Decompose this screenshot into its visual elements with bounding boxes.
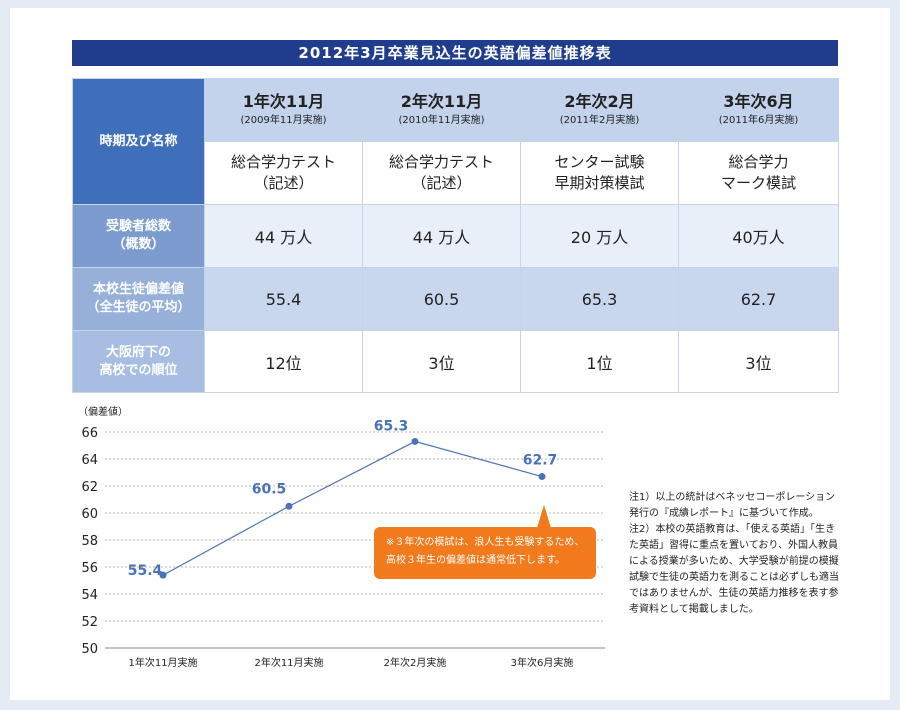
table-cell: 44 万人 — [204, 204, 363, 268]
x-tick-label: 2年次11月実施 — [254, 656, 323, 669]
y-tick-label: 60 — [81, 507, 98, 522]
column-header: 3年次6月 (2011年6月実施) — [678, 78, 839, 142]
series-line — [162, 440, 543, 576]
row-header-line: （概数） — [112, 237, 165, 252]
row-header-line: 本校生徒偏差値 — [92, 282, 184, 297]
table-cell: 44 万人 — [362, 204, 521, 268]
y-axis-label: （偏差値） — [78, 405, 128, 418]
exam-name: 総合学力テスト （記述） — [362, 141, 521, 205]
table-cell: 12位 — [204, 330, 363, 393]
row-header-line: 受験者総数 — [105, 219, 171, 234]
column-header: 1年次11月 (2009年11月実施) — [204, 78, 363, 142]
data-label: 60.5 — [252, 481, 287, 497]
callout-line: 高校３年生の偏差値は通常低下します。 — [386, 555, 565, 566]
table-cell: 3位 — [678, 330, 839, 393]
period-date: (2011年2月実施) — [559, 115, 640, 126]
footnote-2: 注2）本校の英語教育は、「使える英語」「生きた英語」習得に重点を置いており、外国… — [629, 524, 839, 615]
row-header-line: 大阪府下の — [105, 344, 171, 360]
table-cell: 3位 — [362, 330, 521, 393]
x-tick-label: 1年次11月実施 — [128, 656, 197, 669]
period-date: (2009年11月実施) — [240, 115, 327, 126]
x-tick-label: 3年次6月実施 — [511, 656, 574, 669]
data-point — [538, 473, 546, 481]
period-date: (2010年11月実施) — [398, 115, 485, 126]
data-label: 55.4 — [128, 563, 163, 579]
data-point — [159, 571, 167, 579]
y-tick-label: 50 — [81, 642, 98, 657]
y-tick-label: 52 — [81, 615, 98, 630]
y-tick-label: 54 — [81, 588, 98, 603]
footnotes: 注1）以上の統計はベネッセコーポレーション発行の『成績レポート』に基づいて作成。… — [629, 490, 841, 618]
table-cell: 62.7 — [678, 267, 839, 331]
data-label: 62.7 — [523, 453, 558, 469]
callout-note: ※３年次の模試は、浪人生も受験するため、 高校３年生の偏差値は通常低下します。 — [374, 527, 596, 579]
row-header-rank: 大阪府下の 高校での順位 — [72, 330, 205, 393]
period-label: 3年次6月 — [723, 92, 794, 111]
table-cell: 65.3 — [520, 267, 679, 331]
table-cell: 60.5 — [362, 267, 521, 331]
table-cell: 55.4 — [204, 267, 363, 331]
period-label: 1年次11月 — [242, 92, 325, 111]
period-date: (2011年6月実施) — [718, 115, 799, 126]
callout-pointer — [537, 505, 551, 528]
table-cell: 1位 — [520, 330, 679, 393]
exam-name: センター試験 早期対策模試 — [520, 141, 679, 205]
row-header-line: 高校での順位 — [99, 362, 178, 378]
y-tick-label: 64 — [81, 453, 98, 468]
score-table: 時期及び名称 1年次11月 (2009年11月実施) 2年次11月 (2010年… — [72, 78, 839, 393]
callout-line: ※３年次の模試は、浪人生も受験するため、 — [386, 537, 585, 548]
y-tick-label: 66 — [81, 426, 98, 441]
y-tick-label: 56 — [81, 561, 98, 576]
exam-name: 総合学力 マーク模試 — [678, 141, 839, 205]
data-point — [411, 437, 419, 445]
row-header-deviation: 本校生徒偏差値 （全生徒の平均） — [72, 267, 205, 331]
exam-name: 総合学力テスト （記述） — [204, 141, 363, 205]
y-tick-label: 58 — [81, 534, 98, 549]
page-title: 2012年3月卒業見込生の英語偏差値推移表 — [72, 40, 838, 66]
period-label: 2年次11月 — [400, 92, 483, 111]
row-header-examinees: 受験者総数 （概数） — [72, 204, 205, 268]
data-point — [285, 502, 293, 510]
table-cell: 40万人 — [678, 204, 839, 268]
column-header: 2年次11月 (2010年11月実施) — [362, 78, 521, 142]
x-tick-label: 2年次2月実施 — [384, 656, 447, 669]
data-label: 65.3 — [374, 418, 409, 434]
y-tick-label: 62 — [81, 480, 98, 495]
period-label: 2年次2月 — [564, 92, 635, 111]
row-header-line: （全生徒の平均） — [86, 300, 191, 315]
footnote-1: 注1）以上の統計はベネッセコーポレーション発行の『成績レポート』に基づいて作成。 — [629, 492, 836, 519]
